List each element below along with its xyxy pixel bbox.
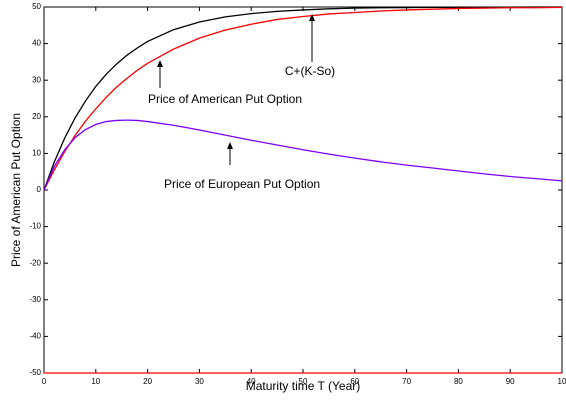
annotation: Price of European Put Option: [164, 177, 320, 191]
x-tick-label: 0: [42, 377, 47, 386]
x-tick-label: 60: [350, 377, 359, 386]
y-tick-label: -40: [29, 332, 41, 341]
y-tick-label: 40: [32, 39, 41, 48]
x-tick-label: 40: [247, 377, 256, 386]
arrow-head: [227, 142, 233, 149]
x-tick-label: 10: [558, 377, 566, 386]
x-tick-label: 80: [454, 377, 463, 386]
y-tick-label: 20: [32, 112, 41, 121]
x-tick-label: 10: [91, 377, 100, 386]
y-tick-label: 0: [37, 185, 42, 194]
series-line: [43, 6, 563, 191]
y-tick-label: -50: [29, 368, 41, 377]
y-tick-label: -30: [29, 295, 41, 304]
annotation: Price of American Put Option: [148, 92, 302, 106]
series-line: [43, 6, 563, 191]
x-axis-label: Maturity time T (Year): [246, 379, 360, 393]
y-tick-label: 10: [32, 149, 41, 158]
y-axis-label: Price of American Put Option: [9, 113, 23, 267]
x-tick-label: 50: [299, 377, 308, 386]
y-tick-label: -20: [29, 258, 41, 267]
x-tick-label: 20: [143, 377, 152, 386]
series-line: [43, 119, 563, 191]
y-tick-label: 50: [32, 2, 41, 11]
y-tick-label: 30: [32, 75, 41, 84]
x-tick-label: 90: [506, 377, 515, 386]
y-tick-label: -10: [29, 222, 41, 231]
arrow-head: [309, 14, 315, 21]
annotation: C+(K-So): [285, 64, 335, 78]
x-tick-label: 30: [195, 377, 204, 386]
x-tick-label: 70: [402, 377, 411, 386]
arrow-head: [157, 60, 163, 67]
